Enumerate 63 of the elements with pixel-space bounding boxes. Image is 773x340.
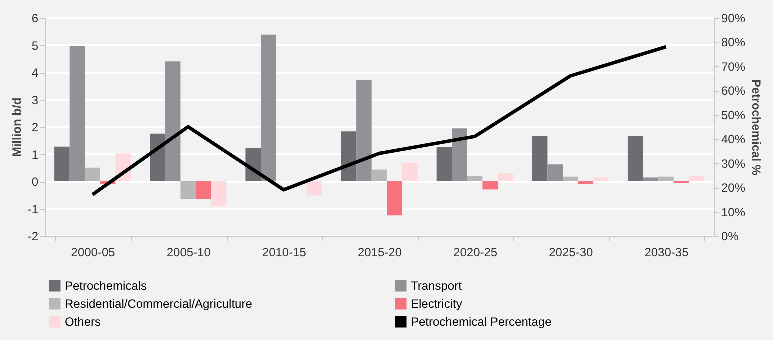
x-tick-label: 2020-25 (454, 246, 498, 260)
bar (306, 182, 322, 196)
y-tick-label: 0 (32, 175, 39, 189)
y2-axis-title: Petrochemical % (750, 79, 764, 176)
x-tick-label: 2010-15 (262, 246, 307, 260)
y2-tick-label: 70% (722, 60, 746, 74)
y2-tick-label: 60% (722, 84, 746, 98)
bar (643, 178, 659, 182)
legend-label: Petrochemicals (65, 279, 148, 293)
y2-tick-label: 0% (722, 230, 740, 244)
bar (260, 34, 276, 182)
y-tick-label: 6 (32, 12, 39, 26)
y-tick-label: 2 (32, 120, 39, 134)
y2-tick-label: 50% (722, 108, 746, 122)
bar (341, 132, 357, 182)
bar (372, 170, 388, 182)
x-tick-label: 2025-30 (549, 246, 594, 260)
bar (482, 182, 498, 190)
y-tick-label: -1 (28, 202, 39, 216)
legend-label: Others (65, 315, 102, 329)
bar (658, 176, 674, 182)
bar (578, 182, 594, 184)
legend-label: Residential/Commercial/Agriculture (65, 297, 253, 311)
bar (467, 176, 483, 182)
y2-tick-label: 80% (722, 36, 746, 50)
y-tick-label: -2 (28, 230, 39, 244)
x-tick-label: 2000-05 (71, 246, 116, 260)
bar (562, 176, 578, 182)
y-tick-label: 1 (32, 148, 39, 162)
bar (402, 162, 418, 182)
bar (85, 168, 100, 182)
x-tick-label: 2005-10 (166, 246, 212, 260)
bar (548, 164, 563, 182)
bar (387, 182, 402, 216)
bar (436, 147, 452, 182)
legend-label: Petrochemical Percentage (411, 315, 552, 329)
bar (196, 182, 212, 200)
bar (180, 182, 196, 200)
x-tick-label: 2030-35 (644, 246, 690, 260)
bar (628, 136, 644, 182)
y-tick-label: 3 (32, 93, 39, 108)
x-tick-label: 2015-20 (358, 246, 402, 260)
bar (150, 134, 166, 182)
bar (689, 176, 704, 182)
y-tick-label: 5 (32, 38, 39, 53)
bar (452, 128, 468, 182)
y-axis-title: Million b/d (10, 98, 24, 158)
line-series (91, 45, 668, 197)
y2-tick-label: 10% (722, 205, 746, 220)
y2-tick-label: 30% (722, 156, 746, 171)
bar (532, 136, 548, 182)
y2-tick-label: 90% (722, 12, 746, 26)
bar (356, 80, 372, 182)
legend-label: Transport (411, 279, 463, 293)
y2-tick-label: 40% (722, 132, 746, 147)
bar (54, 146, 70, 182)
y-tick-label: 4 (32, 66, 39, 80)
bar (70, 46, 86, 182)
legend-label: Electricity (411, 297, 462, 311)
bar (498, 173, 514, 182)
bar (165, 62, 181, 182)
y2-tick-label: 20% (722, 181, 746, 196)
bar (211, 182, 227, 207)
